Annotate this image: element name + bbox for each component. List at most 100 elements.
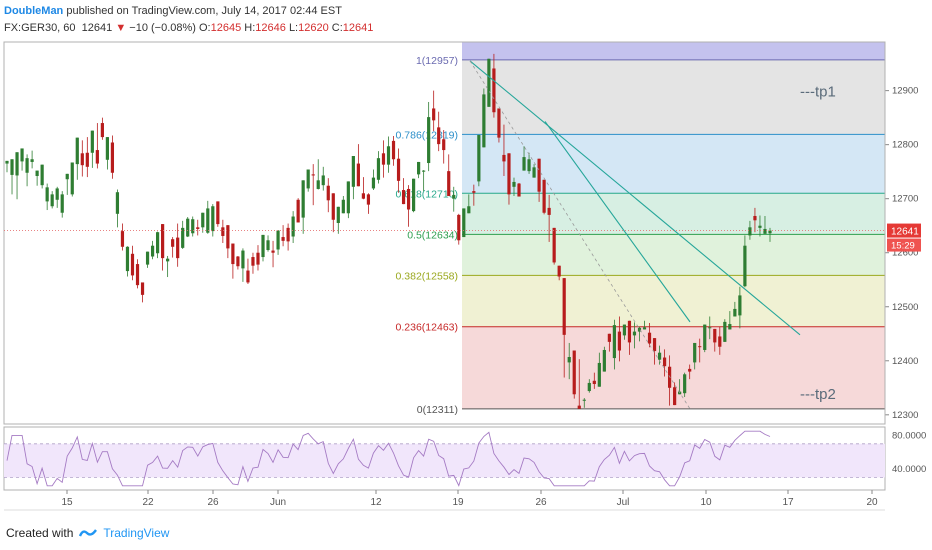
annotation-0: ---tp1: [800, 84, 836, 101]
fib-zone-4: [462, 234, 885, 276]
candle-body: [572, 350, 576, 395]
candle-body: [763, 228, 767, 234]
candle-body: [683, 374, 687, 394]
candle-body: [738, 295, 742, 316]
y-tick-label: 12500: [892, 302, 918, 313]
candle-body: [713, 328, 717, 343]
tradingview-brand[interactable]: TradingView: [103, 526, 170, 540]
trendlines[interactable]: [469, 60, 801, 336]
candle-body: [306, 169, 310, 189]
candle-body: [662, 357, 667, 367]
candle-body: [226, 225, 230, 249]
fib-zone-1: [462, 59, 885, 135]
candle-body: [140, 282, 145, 295]
candle-body: [281, 237, 285, 241]
candle-body: [236, 256, 240, 267]
rsi-tick-label: 80.0000: [892, 430, 926, 441]
candle-body: [176, 237, 180, 259]
fib-label-1: 0.786(12819): [396, 129, 458, 141]
fib-zone-0: [462, 42, 885, 60]
author-link[interactable]: DoubleMan: [4, 5, 64, 17]
candle-body: [326, 185, 330, 201]
candle-body: [5, 160, 9, 164]
candle-body: [191, 219, 195, 234]
price-badge-text: 12641: [891, 227, 919, 238]
candle-body: [221, 227, 225, 236]
y-tick-label: 12600: [892, 248, 918, 259]
price-badges: 12641 15:29: [887, 223, 921, 252]
candle-body: [371, 177, 376, 189]
candle-body: [547, 207, 551, 215]
last-price: 12641: [81, 22, 113, 34]
candle-body: [231, 243, 235, 265]
low-label: L:: [288, 22, 299, 34]
candle-body: [527, 159, 531, 172]
ohlc-line: FX:GER30, 60 12641 ▼ −10 (−0.08%) O:1264…: [4, 20, 373, 37]
candle-body: [261, 234, 265, 258]
candle-body: [271, 250, 275, 253]
fib-label-0: 1(12957): [416, 55, 458, 67]
candle-body: [411, 178, 416, 212]
x-tick-label: Jul: [617, 497, 630, 508]
x-tick-label: Jun: [270, 497, 286, 508]
candles: [5, 53, 772, 409]
candle-body: [166, 258, 170, 262]
candle-body: [437, 127, 441, 145]
candle-body: [216, 201, 220, 225]
x-tick-label: 22: [142, 497, 154, 508]
candle-body: [502, 154, 506, 162]
candle-body: [562, 278, 566, 335]
candle-body: [366, 194, 371, 205]
rsi-panel: 80.0000 40.0000: [3, 426, 926, 491]
candle-body: [537, 158, 541, 192]
candle-body: [341, 199, 345, 214]
annotation-1: ---tp2: [800, 386, 836, 403]
x-tick-label: 17: [782, 497, 794, 508]
y-tick-label: 12900: [892, 86, 918, 97]
candle-body: [768, 230, 772, 234]
rsi-tick-label: 40.0000: [892, 464, 926, 475]
candle-body: [161, 224, 165, 259]
y-tick-label: 12700: [892, 194, 918, 205]
candle-body: [718, 336, 722, 347]
fib-label-2: 0.618(12710): [396, 188, 458, 200]
candle-body: [657, 352, 662, 360]
y-tick-label: 12300: [892, 410, 918, 421]
candle-body: [607, 333, 611, 342]
fib-label-3: 0.5(12634): [407, 229, 458, 241]
symbol-label[interactable]: FX:GER30, 60: [4, 22, 76, 34]
candle-body: [617, 331, 622, 351]
candle-body: [753, 215, 757, 221]
candle-body: [20, 148, 24, 162]
candle-body: [336, 206, 340, 224]
countdown-badge: [887, 238, 921, 252]
candle-body: [597, 362, 601, 387]
candle-body: [145, 251, 150, 265]
price-axis[interactable]: 12300 12400 12500 12600 12700 12800 12900: [885, 86, 918, 421]
candle-body: [120, 231, 125, 247]
candle-body: [181, 227, 185, 248]
time-axis[interactable]: 15 22 26 Jun 12 19 26 Jul 10 17 20: [4, 490, 885, 511]
candle-body: [241, 250, 245, 269]
price-badge: [887, 223, 921, 238]
fib-zone-2: [462, 134, 885, 194]
candle-body: [286, 227, 290, 242]
candle-body: [637, 327, 642, 332]
x-tick-label: 26: [207, 497, 219, 508]
candle-body: [517, 183, 521, 197]
candle-body: [587, 382, 591, 392]
candle-body: [698, 346, 702, 348]
fib-levels: 1(12957) 0.786(12819) 0.618(12710) 0.5(1263…: [396, 55, 885, 416]
high-value: 12646: [255, 22, 286, 34]
candle-body: [135, 264, 140, 286]
candle-body: [381, 153, 386, 165]
candle-body: [743, 245, 747, 287]
candle-body: [467, 206, 471, 214]
candle-body: [291, 216, 295, 237]
candle-body: [417, 161, 421, 175]
candle-body: [462, 208, 466, 238]
x-tick-label: 15: [61, 497, 73, 508]
candle-body: [728, 324, 732, 330]
annotations: ---tp1 ---tp2: [800, 84, 836, 404]
